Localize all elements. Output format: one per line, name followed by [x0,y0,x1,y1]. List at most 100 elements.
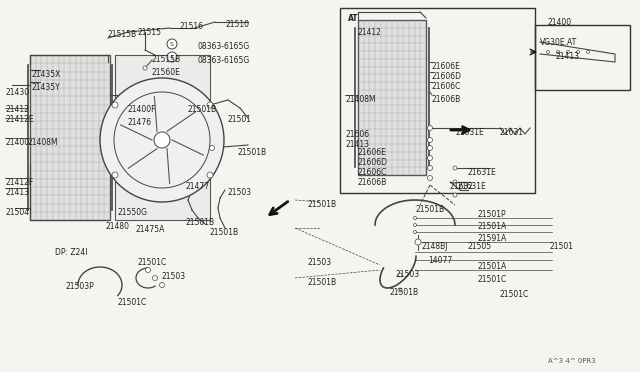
Text: 21430: 21430 [5,88,29,97]
Text: 21412E: 21412E [5,115,34,124]
Text: 21501: 21501 [228,115,252,124]
Text: 21477: 21477 [185,182,209,191]
Text: 21505: 21505 [468,242,492,251]
Circle shape [100,78,224,202]
Text: AT: AT [348,14,358,23]
Text: 21501B: 21501B [188,105,217,114]
Circle shape [112,102,118,108]
Text: VG30E.AT: VG30E.AT [540,38,577,47]
Circle shape [159,282,164,288]
Text: 21501B: 21501B [308,278,337,287]
Text: 21515B: 21515B [152,55,181,64]
Text: 21504: 21504 [5,208,29,217]
Text: 21606C: 21606C [358,168,387,177]
Circle shape [167,52,177,62]
Text: 21400: 21400 [5,138,29,147]
Text: 21503: 21503 [395,270,419,279]
Text: 21501C: 21501C [118,298,147,307]
Text: 21631E: 21631E [458,182,487,191]
Text: 21632: 21632 [450,182,474,191]
Text: 21412F: 21412F [5,178,33,187]
Circle shape [413,217,417,219]
Text: 21631: 21631 [500,128,524,137]
Bar [340,8,535,193]
Text: A^3 4^ 0PR3: A^3 4^ 0PR3 [548,358,596,364]
Text: S: S [170,42,174,48]
Circle shape [145,267,150,273]
Circle shape [428,176,433,180]
Text: 21510: 21510 [225,20,249,29]
Text: 21503: 21503 [162,272,186,281]
Text: 21435Y: 21435Y [32,83,61,92]
Text: 21503: 21503 [228,188,252,197]
Circle shape [586,51,589,54]
Circle shape [207,102,213,108]
Text: 21501A: 21501A [478,222,508,231]
Circle shape [413,231,417,234]
Text: S: S [170,55,174,61]
Text: 21606B: 21606B [432,95,461,104]
Text: 21476: 21476 [128,118,152,127]
Circle shape [398,273,402,277]
Circle shape [428,138,433,142]
Text: 21412: 21412 [5,105,29,114]
Circle shape [207,172,213,178]
Circle shape [398,288,402,292]
Text: 08363-6165G: 08363-6165G [198,42,250,51]
Text: 21501A: 21501A [478,262,508,271]
Circle shape [557,51,559,54]
Circle shape [413,224,417,227]
Bar [115,55,210,220]
Circle shape [428,145,433,151]
Bar [358,20,426,175]
Text: 21550G: 21550G [118,208,148,217]
Text: 21501B: 21501B [238,148,267,157]
Text: 21606C: 21606C [432,82,461,91]
Text: 08363-6165G: 08363-6165G [198,56,250,65]
Text: DP: Z24I: DP: Z24I [55,248,88,257]
Text: 21413: 21413 [555,52,579,61]
Text: 21606E: 21606E [432,62,461,71]
Text: 21501C: 21501C [500,290,529,299]
Text: 21413: 21413 [345,140,369,149]
Text: 21400: 21400 [548,18,572,27]
Text: 21606: 21606 [345,130,369,139]
Text: 21501B: 21501B [185,218,214,227]
Text: 21501B: 21501B [308,200,337,209]
Text: 21501B: 21501B [210,228,239,237]
Circle shape [547,51,550,54]
Circle shape [167,39,177,49]
Text: 21408M: 21408M [345,95,376,104]
Text: 21501B: 21501B [390,288,419,297]
Circle shape [453,180,457,184]
Circle shape [152,276,157,280]
Circle shape [415,239,421,245]
Circle shape [453,166,457,170]
Text: 21515B: 21515B [108,30,137,39]
Circle shape [453,193,457,197]
Text: 21631E: 21631E [468,168,497,177]
Text: 21408M: 21408M [28,138,59,147]
Text: 21475A: 21475A [135,225,164,234]
Text: 21501B: 21501B [415,205,444,214]
Text: 21501C: 21501C [478,275,508,284]
Text: 21503: 21503 [308,258,332,267]
Circle shape [143,66,147,70]
Circle shape [566,51,570,54]
Circle shape [577,51,579,54]
Text: 21606D: 21606D [432,72,462,81]
Circle shape [428,155,433,160]
Text: 21631E: 21631E [455,128,484,137]
Text: 21501C: 21501C [138,258,167,267]
Circle shape [428,166,433,170]
Bar [30,55,110,220]
Text: 21412: 21412 [358,28,382,37]
Text: 21400F: 21400F [128,105,157,114]
Bar [535,25,630,90]
Text: 21435X: 21435X [32,70,61,79]
Circle shape [428,125,433,131]
Text: 21501P: 21501P [478,210,507,219]
Text: 21516: 21516 [180,22,204,31]
Text: 21501: 21501 [550,242,574,251]
Text: 21480: 21480 [105,222,129,231]
